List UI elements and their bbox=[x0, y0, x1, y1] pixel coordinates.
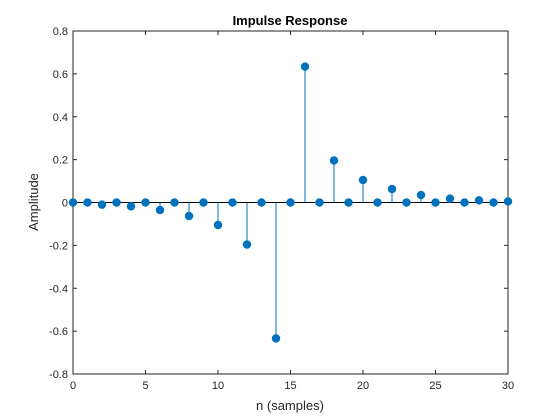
stem-marker bbox=[83, 198, 92, 207]
y-tick-label: 0.4 bbox=[53, 112, 68, 124]
stem-marker bbox=[286, 198, 295, 207]
chart-title: Impulse Response bbox=[233, 13, 348, 28]
stem-marker bbox=[315, 198, 324, 207]
ticks: 0 5 10 15 20 25 30 -0.8 -0.6 -0.4 -0.2 0 0.2 0.4 0.6 0.… bbox=[49, 26, 514, 392]
x-tick-label: 0 bbox=[70, 380, 76, 392]
stem-marker bbox=[170, 198, 179, 207]
stem-marker bbox=[97, 200, 107, 209]
y-tick-label: -0.8 bbox=[49, 369, 68, 381]
stem-marker bbox=[300, 62, 310, 71]
x-tick-label: 15 bbox=[284, 380, 296, 392]
y-tick-label: 0.8 bbox=[53, 26, 68, 38]
stem-marker bbox=[228, 198, 237, 207]
x-axis-label: n (samples) bbox=[256, 398, 324, 413]
stem-marker bbox=[242, 240, 252, 249]
stem-marker bbox=[344, 198, 353, 207]
markers bbox=[68, 62, 513, 343]
stem-marker bbox=[474, 196, 484, 205]
stem-marker bbox=[329, 156, 339, 165]
y-tick-label: -0.2 bbox=[49, 240, 68, 252]
stem-marker bbox=[402, 198, 411, 207]
y-tick-label: 0.6 bbox=[53, 69, 68, 81]
stem-marker bbox=[387, 184, 397, 194]
stem-marker bbox=[271, 334, 281, 343]
stem-marker bbox=[213, 220, 223, 230]
stem-marker bbox=[416, 190, 426, 200]
y-tick-label: -0.4 bbox=[49, 283, 68, 295]
x-tick-label: 25 bbox=[429, 380, 441, 392]
stem-marker bbox=[112, 198, 121, 207]
stem-marker bbox=[68, 198, 78, 207]
stem-marker bbox=[257, 198, 266, 207]
y-tick-label: 0.2 bbox=[53, 155, 68, 167]
stem-marker bbox=[141, 198, 150, 207]
stem-marker bbox=[155, 205, 165, 215]
stem-marker bbox=[373, 198, 382, 207]
stem-marker bbox=[445, 194, 455, 203]
stem-marker bbox=[184, 211, 194, 221]
stem-marker bbox=[358, 175, 368, 185]
stem-marker bbox=[460, 198, 469, 207]
x-tick-label: 20 bbox=[357, 380, 369, 392]
y-tick-label: 0 bbox=[62, 198, 68, 210]
stem-marker bbox=[126, 202, 136, 211]
x-tick-label: 30 bbox=[502, 380, 514, 392]
y-tick-label: -0.6 bbox=[49, 326, 68, 338]
y-axis-label: Amplitude bbox=[26, 173, 41, 231]
stem-marker bbox=[489, 198, 498, 207]
stem-marker bbox=[431, 198, 440, 207]
x-tick-label: 10 bbox=[212, 380, 224, 392]
x-tick-label: 5 bbox=[142, 380, 148, 392]
stem-marker bbox=[199, 198, 208, 207]
stem-marker bbox=[503, 197, 513, 206]
